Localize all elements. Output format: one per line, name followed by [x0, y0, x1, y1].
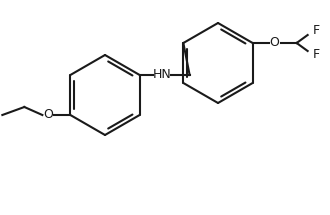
Text: F: F: [313, 49, 320, 61]
Text: O: O: [44, 109, 53, 121]
Text: F: F: [313, 25, 320, 37]
Text: O: O: [270, 37, 280, 49]
Text: HN: HN: [152, 69, 171, 81]
